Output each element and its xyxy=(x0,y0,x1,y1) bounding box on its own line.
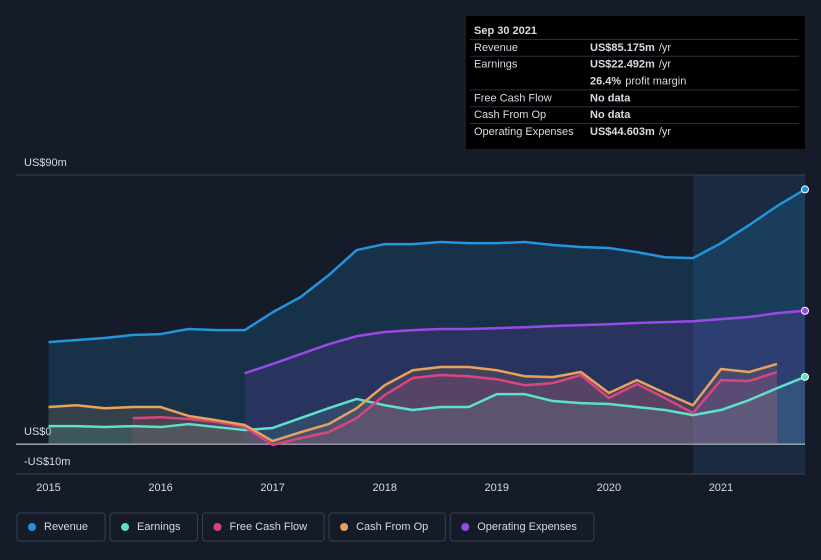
tooltip-value: 26.4% xyxy=(590,76,621,88)
legend-label: Free Cash Flow xyxy=(229,521,307,533)
tooltip-label: Revenue xyxy=(474,42,518,54)
area xyxy=(48,189,806,445)
legend-item[interactable]: Revenue xyxy=(16,512,106,542)
legend-item[interactable]: Free Cash Flow xyxy=(201,512,325,542)
tooltip: Sep 30 2021 Revenue US$85.175m/yr Earnings U… xyxy=(466,16,805,149)
x-tick-label: 2017 xyxy=(260,482,284,494)
y-tick-label: US$0 xyxy=(24,426,52,438)
line xyxy=(48,375,806,432)
legend-label: Cash From Op xyxy=(356,521,428,533)
area xyxy=(48,376,806,445)
tooltip-label: Free Cash Flow xyxy=(474,92,552,104)
line xyxy=(244,309,806,375)
legend-item[interactable]: Earnings xyxy=(109,512,198,542)
area xyxy=(132,372,777,445)
x-tick-label: 2018 xyxy=(372,482,396,494)
tooltip-box xyxy=(466,16,805,149)
tooltip-unit: /yr xyxy=(659,126,672,138)
x-tick-label: 2020 xyxy=(597,482,621,494)
legend-item[interactable]: Cash From Op xyxy=(328,512,446,542)
legend-box xyxy=(328,512,446,542)
x-tick-label: 2016 xyxy=(148,482,172,494)
tooltip-label: Cash From Op xyxy=(474,109,546,121)
tooltip-value: US$22.492m xyxy=(590,59,655,71)
end-dot xyxy=(801,306,809,315)
legend-swatch xyxy=(121,523,130,531)
legend-label: Earnings xyxy=(137,521,181,533)
x-tick-label: 2019 xyxy=(485,482,509,494)
line xyxy=(132,370,778,447)
tooltip-label: Earnings xyxy=(474,59,518,71)
legend-swatch xyxy=(340,523,349,531)
tooltip-label: Operating Expenses xyxy=(474,126,574,138)
tooltip-value: US$44.603m xyxy=(590,126,655,138)
tooltip-value: No data xyxy=(590,92,631,104)
tooltip-date: Sep 30 2021 xyxy=(474,25,537,37)
legend-label: Operating Expenses xyxy=(477,521,577,533)
tooltip-value: No data xyxy=(590,109,631,121)
tooltip-value: US$85.175m xyxy=(590,42,655,54)
legend-item[interactable]: Operating Expenses xyxy=(449,512,595,542)
line xyxy=(48,188,806,344)
tooltip-unit: /yr xyxy=(659,59,672,71)
legend-swatch xyxy=(213,523,222,531)
legend-box xyxy=(449,512,595,542)
legend-box xyxy=(16,512,106,542)
legend-box xyxy=(201,512,325,542)
line xyxy=(48,362,778,443)
end-dot xyxy=(801,185,809,194)
legend-swatch xyxy=(28,523,36,531)
y-tick-label: US$90m xyxy=(24,157,67,169)
tooltip-unit: /yr xyxy=(659,42,672,54)
legend-box xyxy=(109,512,198,542)
end-dot xyxy=(801,372,809,381)
x-tick-label: 2021 xyxy=(709,482,733,494)
y-tick-label: -US$10m xyxy=(24,456,70,468)
legend-label: Revenue xyxy=(44,521,88,533)
x-tick-label: 2015 xyxy=(36,482,60,494)
legend-swatch xyxy=(461,523,470,531)
tooltip-unit: profit margin xyxy=(625,76,686,88)
